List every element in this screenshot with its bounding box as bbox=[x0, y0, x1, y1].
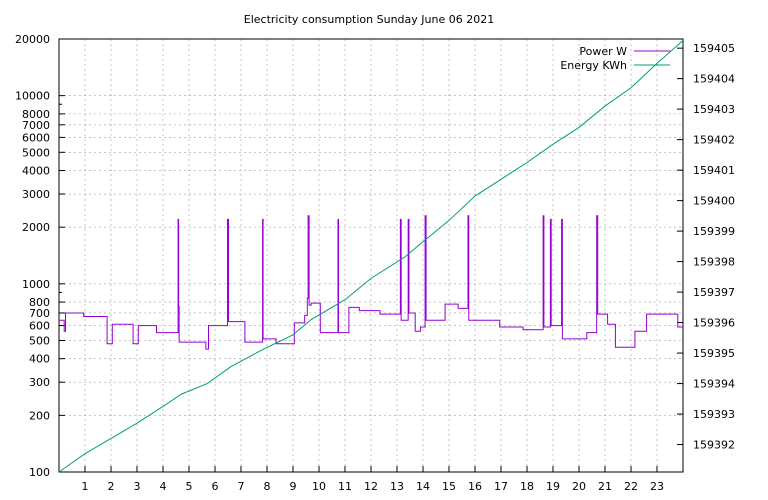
y-left-tick-label: 1000 bbox=[22, 278, 50, 291]
y-left-tick-label: 400 bbox=[29, 353, 50, 366]
series-lines bbox=[58, 40, 684, 473]
y-right-tick-label: 159393 bbox=[693, 408, 735, 421]
y-right-tick-label: 159403 bbox=[693, 103, 735, 116]
y-left-tick-label: 8000 bbox=[22, 108, 50, 121]
x-tick-label: 21 bbox=[598, 480, 612, 493]
series-line-energy bbox=[58, 40, 684, 473]
y-right-tick-label: 159396 bbox=[693, 317, 735, 330]
x-tick-label: 8 bbox=[264, 480, 271, 493]
grid-lines bbox=[59, 38, 683, 473]
legend-label-energy: Energy KWh bbox=[560, 59, 627, 72]
x-tick-label: 6 bbox=[212, 480, 219, 493]
y-right-tick-label: 159399 bbox=[693, 225, 735, 238]
x-tick-label: 13 bbox=[390, 480, 404, 493]
x-tick-label: 14 bbox=[416, 480, 430, 493]
y-right-tick-label: 159395 bbox=[693, 347, 735, 360]
y-right-tick-label: 159402 bbox=[693, 134, 735, 147]
y-left-tick-label: 10000 bbox=[15, 90, 50, 103]
x-tick-label: 22 bbox=[624, 480, 638, 493]
y-left-tick-label: 600 bbox=[29, 320, 50, 333]
chart-title: Electricity consumption Sunday June 06 2… bbox=[244, 13, 494, 26]
x-tick-label: 10 bbox=[312, 480, 326, 493]
x-tick-label: 23 bbox=[650, 480, 664, 493]
series-line-power bbox=[59, 215, 683, 350]
y-right-tick-label: 159405 bbox=[693, 42, 735, 55]
legend-label-power: Power W bbox=[579, 45, 627, 58]
y-left-tick-label: 3000 bbox=[22, 188, 50, 201]
x-tick-label: 20 bbox=[572, 480, 586, 493]
y-left-tick-label: 6000 bbox=[22, 131, 50, 144]
y-right-tick-label: 159404 bbox=[693, 73, 735, 86]
y-right-tick-labels: 159392 159393 159394 159395 159396 159397 1593… bbox=[693, 42, 735, 451]
y-right-tick-label: 159401 bbox=[693, 164, 735, 177]
y-left-tick-label: 500 bbox=[29, 334, 50, 347]
x-tick-label: 3 bbox=[134, 480, 141, 493]
x-tick-label: 4 bbox=[160, 480, 167, 493]
y-left-tick-label: 700 bbox=[29, 307, 50, 320]
y-right-tick-label: 159397 bbox=[693, 286, 735, 299]
y-left-tick-label: 800 bbox=[29, 296, 50, 309]
x-tick-label: 12 bbox=[364, 480, 378, 493]
y-left-tick-label: 300 bbox=[29, 376, 50, 389]
y-left-tick-label: 20000 bbox=[15, 33, 50, 46]
y-left-tick-label: 4000 bbox=[22, 165, 50, 178]
x-tick-label: 2 bbox=[108, 480, 115, 493]
y-left-tick-label: 5000 bbox=[22, 146, 50, 159]
x-tick-label: 15 bbox=[442, 480, 456, 493]
y-left-tick-label: 2000 bbox=[22, 221, 50, 234]
x-tick-label: 5 bbox=[186, 480, 193, 493]
x-tick-label: 19 bbox=[546, 480, 560, 493]
x-tick-label: 7 bbox=[238, 480, 245, 493]
x-tick-labels: 1 2 3 4 5 6 7 8 9 10 11 12 13 14 15 16 17 18 19 20 21 22 23 bbox=[82, 480, 665, 493]
y-left-tick-label: 100 bbox=[29, 466, 50, 479]
y-left-tick-label: 200 bbox=[29, 409, 50, 422]
y-left-tick-label: 7000 bbox=[22, 119, 50, 132]
x-tick-label: 9 bbox=[290, 480, 297, 493]
x-tick-label: 11 bbox=[338, 480, 352, 493]
x-tick-label: 17 bbox=[494, 480, 508, 493]
y-right-tick-label: 159400 bbox=[693, 195, 735, 208]
x-tick-label: 16 bbox=[468, 480, 482, 493]
x-tick-label: 18 bbox=[520, 480, 534, 493]
y-right-tick-label: 159398 bbox=[693, 256, 735, 269]
plot-frame bbox=[58, 38, 684, 473]
y-right-tick-label: 159392 bbox=[693, 439, 735, 452]
legend: Power W Energy KWh bbox=[560, 45, 670, 72]
y-right-tick-label: 159394 bbox=[693, 378, 735, 391]
x-tick-label: 1 bbox=[82, 480, 89, 493]
